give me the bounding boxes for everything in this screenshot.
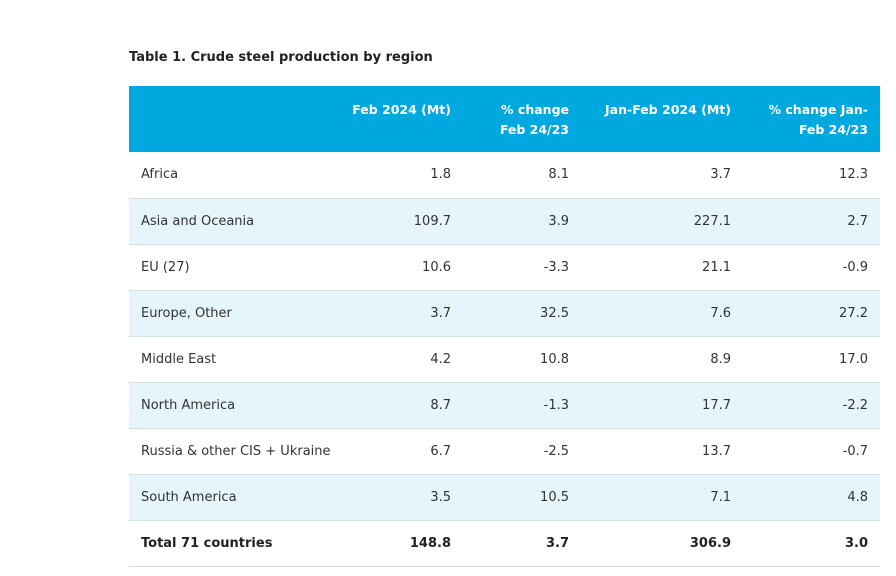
cell-janfeb-change: 17.0 (839, 351, 868, 367)
header-feb-mt: Feb 2024 (Mt) (352, 102, 451, 117)
cell-region: Total 71 countries (141, 535, 273, 551)
cell-feb-change: 10.5 (540, 489, 569, 505)
cell-janfeb-change: -0.9 (842, 259, 868, 275)
cell-feb-mt: 8.7 (430, 397, 451, 413)
table-body: Africa 1.8 8.1 3.7 12.3 Asia and Oceania… (129, 152, 880, 566)
cell-region: EU (27) (141, 259, 190, 275)
cell-feb-mt: 1.8 (430, 167, 451, 183)
cell-feb-change: -2.5 (543, 443, 569, 459)
header-feb-change: % change Feb 24/23 (499, 102, 569, 137)
cell-janfeb-change: 2.7 (847, 213, 868, 229)
cell-feb-change: 3.9 (548, 213, 569, 229)
cell-feb-change: 10.8 (540, 351, 569, 367)
table-row: Asia and Oceania 109.7 3.9 227.1 2.7 (129, 198, 880, 244)
cell-feb-change: -1.3 (543, 397, 569, 413)
cell-region: North America (141, 397, 236, 413)
header-janfeb-change: % change Jan-Feb 24/23 (768, 102, 868, 137)
cell-janfeb-change: -0.7 (842, 443, 868, 459)
cell-region: South America (141, 489, 237, 505)
cell-janfeb-change: -2.2 (842, 397, 868, 413)
table-row: South America 3.5 10.5 7.1 4.8 (129, 474, 880, 520)
cell-region: Europe, Other (141, 305, 232, 321)
table-row: Africa 1.8 8.1 3.7 12.3 (129, 152, 880, 198)
cell-feb-change: 8.1 (548, 167, 569, 183)
cell-janfeb-change: 4.8 (847, 489, 868, 505)
header-row: Feb 2024 (Mt) % change Feb 24/23 Jan-Feb… (129, 86, 880, 152)
cell-feb-mt: 10.6 (422, 259, 451, 275)
cell-janfeb-mt: 7.1 (710, 489, 731, 505)
total-row: Total 71 countries 148.8 3.7 306.9 3.0 (129, 520, 880, 566)
cell-janfeb-change: 12.3 (839, 167, 868, 183)
cell-janfeb-mt: 227.1 (693, 213, 731, 229)
cell-region: Asia and Oceania (141, 213, 255, 229)
table-header: Feb 2024 (Mt) % change Feb 24/23 Jan-Feb… (129, 86, 880, 152)
cell-region: Africa (141, 167, 179, 183)
table-row: Russia & other CIS + Ukraine 6.7 -2.5 13… (129, 428, 880, 474)
header-region (129, 86, 338, 152)
cell-janfeb-mt: 13.7 (702, 443, 731, 459)
cell-janfeb-mt: 17.7 (702, 397, 731, 413)
table-row: EU (27) 10.6 -3.3 21.1 -0.9 (129, 244, 880, 290)
cell-feb-mt: 4.2 (430, 351, 451, 367)
steel-production-table: Feb 2024 (Mt) % change Feb 24/23 Jan-Feb… (129, 86, 880, 567)
cell-feb-mt: 148.8 (409, 535, 451, 551)
cell-janfeb-change: 27.2 (839, 305, 868, 321)
cell-janfeb-change: 3.0 (844, 535, 868, 551)
cell-feb-mt: 3.5 (430, 489, 451, 505)
cell-feb-mt: 6.7 (430, 443, 451, 459)
cell-janfeb-mt: 3.7 (710, 167, 731, 183)
cell-region: Russia & other CIS + Ukraine (141, 443, 331, 459)
header-janfeb-mt: Jan-Feb 2024 (Mt) (605, 102, 731, 117)
cell-janfeb-mt: 21.1 (702, 259, 731, 275)
table-title: Table 1. Crude steel production by regio… (129, 50, 433, 65)
cell-janfeb-mt: 8.9 (710, 351, 731, 367)
cell-janfeb-mt: 306.9 (689, 535, 731, 551)
cell-feb-mt: 3.7 (430, 305, 451, 321)
cell-feb-change: 32.5 (540, 305, 569, 321)
table-row: North America 8.7 -1.3 17.7 -2.2 (129, 382, 880, 428)
table-row: Middle East 4.2 10.8 8.9 17.0 (129, 336, 880, 382)
table-row: Europe, Other 3.7 32.5 7.6 27.2 (129, 290, 880, 336)
cell-feb-change: -3.3 (543, 259, 569, 275)
cell-region: Middle East (141, 351, 217, 367)
cell-feb-mt: 109.7 (413, 213, 451, 229)
cell-feb-change: 3.7 (545, 535, 569, 551)
cell-janfeb-mt: 7.6 (710, 305, 731, 321)
